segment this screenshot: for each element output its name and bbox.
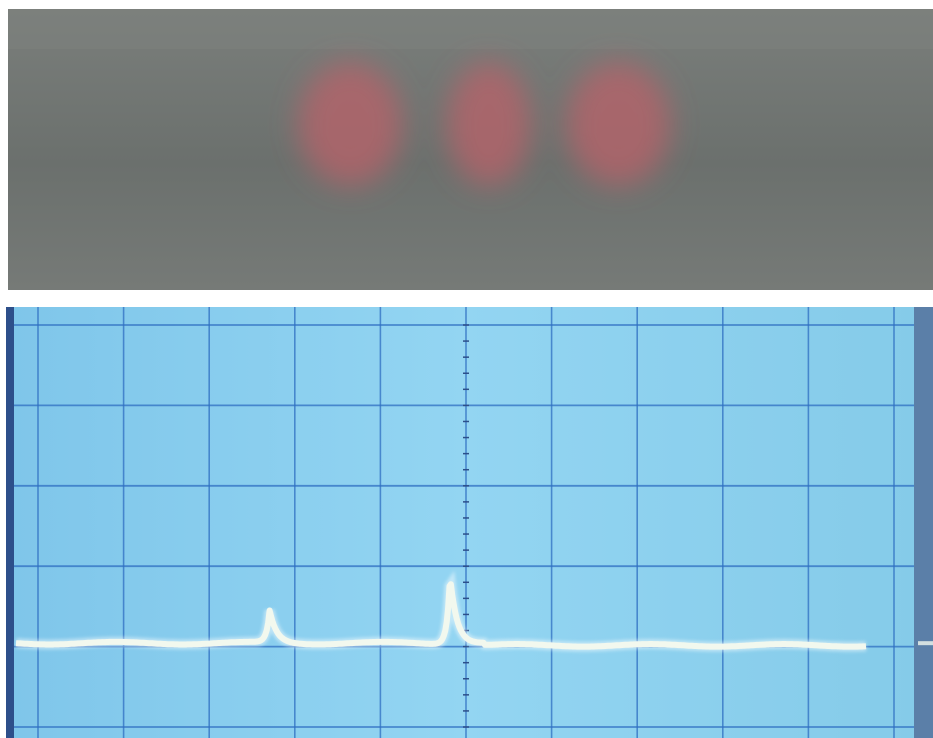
scope-right-bezel — [914, 307, 933, 738]
fringe-spot — [447, 62, 531, 186]
photo-top-haze — [8, 9, 933, 49]
fringe-photograph — [8, 9, 933, 290]
panel-divider — [0, 290, 933, 308]
fringe-spot — [566, 62, 671, 186]
scope-screen-area — [14, 307, 914, 738]
fringe-photo-svg — [8, 9, 933, 290]
fringe-spot — [298, 62, 403, 186]
oscilloscope-screen — [6, 307, 933, 738]
oscilloscope-trace — [14, 581, 868, 650]
oscilloscope-svg — [6, 307, 933, 738]
